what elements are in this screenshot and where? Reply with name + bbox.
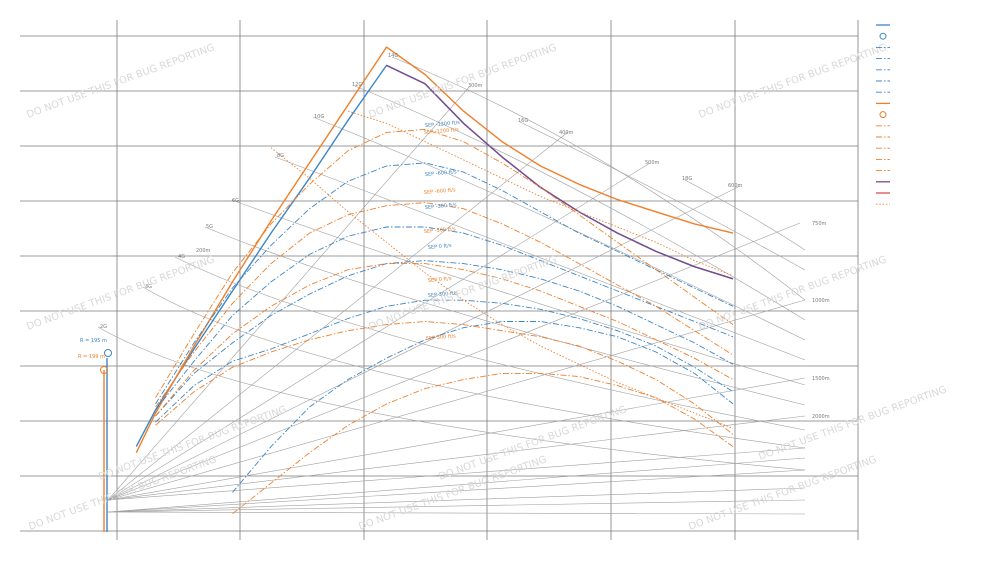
start-marker-blue [104,349,112,357]
radius-ray [107,377,806,501]
series-line-blue-dashdot [155,299,734,423]
g-label: 5G [206,224,213,230]
radius-label: 1500m [812,376,830,382]
radius-label: 300m [468,83,483,89]
series-lines [103,46,734,532]
watermark: DO NOT USE THIS FOR BUG REPORTING [25,42,216,120]
radius-ray [107,415,806,501]
sep-label-orange: SEP 0 ft/s [428,276,452,284]
legend-marker [879,32,887,40]
watermark: DO NOT USE THIS FOR BUG REPORTING [697,42,888,120]
sep-label-orange: SEP -300 ft/s [424,226,457,235]
g-load-curve [97,326,806,471]
radius-label: 1000m [812,298,830,304]
g-label: 12G [352,82,362,88]
radius-label: 400m [559,130,574,136]
marker-label: R = 195 m [80,338,107,344]
series-line-orange-dashdot [155,128,734,399]
sep-label-blue: SEP -1200 ft/s [425,120,461,129]
g-label: 2G [100,324,107,330]
g-load-curve [231,199,806,386]
radius-ray [107,299,806,501]
watermark: DO NOT USE THIS FOR BUG REPORTING [437,404,628,482]
radius-label: 200m [196,248,211,254]
radius-label: 2000m [812,414,830,420]
g-load-curve [274,156,806,361]
g-label: 8G [277,153,284,159]
start-markers: R = 195 m R = 199 m [78,338,112,374]
g-load-curve [142,286,806,449]
legend-marker [879,111,887,119]
series-line-orange-dashdot [155,263,734,417]
marker-label: R = 199 m [78,354,105,360]
series-line-orange-dashdot [155,202,734,408]
g-label: 4G [178,254,185,260]
watermark: DO NOT USE THIS FOR BUG REPORTING [367,254,558,332]
g-load-curve [174,256,806,431]
g-label: 6G [232,198,239,204]
radius-ray [107,447,806,501]
series-line-orange-dashdot [155,321,734,435]
sep-label-orange: SEP -1200 ft/s [424,127,460,136]
legend [876,24,890,205]
series-line-blue-dashdot [155,162,734,405]
series-line-orange-dotted [270,147,734,429]
radius-ray [107,85,471,501]
radius-ray [107,499,806,513]
g-label: 16G [518,118,528,124]
series-line-orange-dotted [347,110,734,277]
g-label: 18G [682,176,692,182]
series-line-blue-dashdot [155,260,734,417]
g-label: 14G [388,53,398,59]
sep-label-blue: SEP 300 ft/s [428,290,459,299]
watermark: DO NOT USE THIS FOR BUG REPORTING [687,454,878,532]
radius-ray [107,185,741,501]
g-load-curve [391,56,806,301]
sep-label-blue: SEP -300 ft/s [425,202,458,211]
sep-label-blue: SEP -600 ft/s [425,169,458,178]
radius-ray [107,131,569,501]
gridlines [20,20,859,540]
sep-label-orange: SEP -600 ft/s [424,187,457,196]
radius-ray [107,487,806,513]
radius-ray [107,511,806,515]
watermark: DO NOT USE THIS FOR BUG REPORTING [757,384,948,462]
watermark: DO NOT USE THIS FOR BUG REPORTING [25,254,216,332]
radius-ray [107,469,806,513]
watermark: DO NOT USE THIS FOR BUG REPORTING [697,254,888,332]
radius-label: 600m [728,183,743,189]
g-load-curve [312,116,806,341]
sep-label-orange: SEP 300 ft/s [426,333,457,342]
g-label: 3G [145,284,152,290]
series-line-orange-solid [135,46,734,454]
g-load-curve [519,121,806,271]
overlay-labels: 2G 3G 4G 5G 6G 8G 10G 12G 14G 16G 18G 200m 300m 400m 5… [100,53,830,420]
series-line-blue-dashdot [232,321,734,493]
start-marker-orange [100,366,108,374]
radius-label: 750m [812,221,827,227]
g-load-curve [204,226,806,406]
series-line-blue-dashdot [155,226,734,411]
radius-label: 500m [645,160,660,166]
g-load-curve [684,179,806,251]
radius-ray [107,457,806,513]
g-load-curve [354,85,806,321]
series-line-purple-solid [386,64,734,280]
sep-label-blue: SEP 0 ft/s [428,243,452,251]
g-label: 10G [314,114,324,120]
radius-ray [107,222,801,501]
turn-performance-overlay [97,56,806,515]
series-line-orange-dashdot [232,372,734,515]
